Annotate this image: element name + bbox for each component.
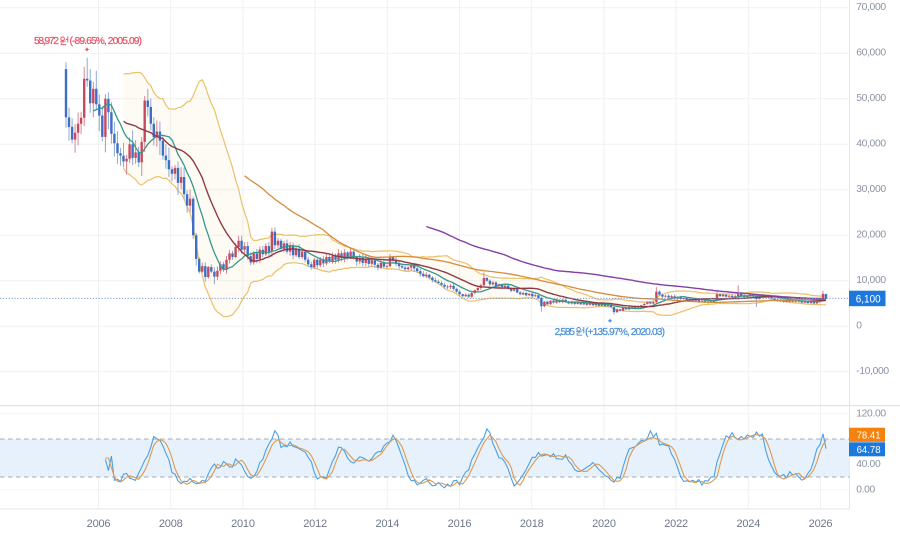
svg-text:40.00: 40.00 (856, 459, 881, 470)
svg-text:(-89.65%, 2005.09): (-89.65%, 2005.09) (70, 36, 143, 47)
svg-text:2008: 2008 (159, 518, 183, 530)
svg-text:2026: 2026 (809, 518, 833, 530)
svg-text:2016: 2016 (448, 518, 472, 530)
svg-text:(+135.97%, 2020.03): (+135.97%, 2020.03) (585, 327, 665, 338)
svg-text:40,000: 40,000 (856, 138, 886, 149)
svg-text:60,000: 60,000 (856, 47, 886, 58)
svg-text:2014: 2014 (375, 518, 399, 530)
svg-text:10,000: 10,000 (856, 275, 886, 286)
svg-text:70,000: 70,000 (856, 2, 886, 13)
svg-text:2,585: 2,585 (555, 327, 576, 338)
svg-text:64.78: 64.78 (857, 445, 881, 456)
svg-text:0.00: 0.00 (856, 484, 875, 495)
svg-text:2010: 2010 (231, 518, 255, 530)
svg-text:20,000: 20,000 (856, 229, 886, 240)
svg-text:6,100: 6,100 (856, 294, 881, 306)
svg-text:2022: 2022 (664, 518, 688, 530)
svg-text:120.00: 120.00 (856, 408, 886, 419)
svg-text:2012: 2012 (303, 518, 327, 530)
svg-text:2018: 2018 (520, 518, 544, 530)
svg-text:-10,000: -10,000 (856, 366, 889, 377)
svg-text:50,000: 50,000 (856, 93, 886, 104)
svg-text:78.41: 78.41 (857, 431, 881, 442)
svg-text:0: 0 (856, 320, 862, 331)
svg-text:58,972: 58,972 (34, 36, 59, 47)
svg-text:2020: 2020 (592, 518, 616, 530)
svg-text:30,000: 30,000 (856, 184, 886, 195)
svg-text:2006: 2006 (87, 518, 111, 530)
svg-text:2024: 2024 (736, 518, 760, 530)
